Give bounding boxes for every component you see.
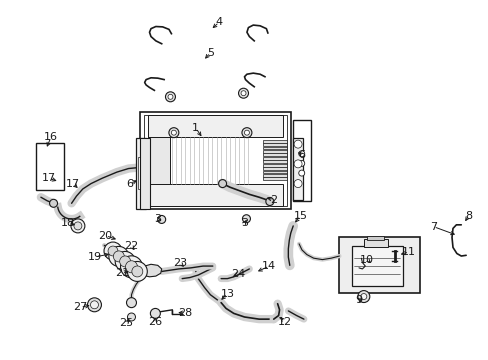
Text: 22: 22 bbox=[124, 241, 138, 251]
Polygon shape bbox=[141, 264, 162, 277]
Circle shape bbox=[167, 94, 173, 99]
Circle shape bbox=[158, 216, 165, 224]
Circle shape bbox=[87, 298, 101, 312]
Bar bbox=[140, 112, 290, 209]
Bar bbox=[263, 153, 286, 156]
Text: 21: 21 bbox=[115, 268, 128, 278]
Circle shape bbox=[242, 128, 251, 138]
Text: 17: 17 bbox=[66, 179, 80, 189]
Circle shape bbox=[108, 246, 118, 256]
Circle shape bbox=[125, 261, 137, 273]
Bar bbox=[263, 157, 286, 160]
Circle shape bbox=[49, 199, 58, 207]
Bar bbox=[147, 137, 169, 184]
Text: 24: 24 bbox=[230, 269, 245, 279]
Text: 16: 16 bbox=[44, 132, 58, 142]
Text: 6: 6 bbox=[298, 150, 305, 160]
Bar bbox=[263, 177, 286, 180]
Text: 13: 13 bbox=[220, 289, 234, 299]
Text: 18: 18 bbox=[61, 218, 75, 228]
Circle shape bbox=[293, 160, 302, 168]
Text: 8: 8 bbox=[464, 211, 471, 221]
Circle shape bbox=[126, 298, 136, 308]
Text: 3: 3 bbox=[241, 218, 247, 228]
Circle shape bbox=[244, 130, 249, 135]
Text: 25: 25 bbox=[119, 318, 133, 328]
Bar bbox=[147, 184, 282, 206]
Text: 11: 11 bbox=[401, 247, 415, 257]
Bar bbox=[263, 160, 286, 163]
Circle shape bbox=[171, 130, 176, 135]
Circle shape bbox=[71, 219, 85, 233]
Text: 27: 27 bbox=[73, 302, 87, 312]
Circle shape bbox=[120, 256, 142, 278]
Text: 10: 10 bbox=[360, 255, 373, 265]
Circle shape bbox=[242, 215, 250, 223]
Circle shape bbox=[90, 301, 98, 309]
Circle shape bbox=[298, 170, 304, 176]
Circle shape bbox=[293, 180, 302, 188]
Text: 20: 20 bbox=[99, 231, 113, 240]
Bar bbox=[351, 246, 402, 286]
Circle shape bbox=[120, 256, 130, 267]
Bar bbox=[136, 138, 146, 210]
Text: 3: 3 bbox=[154, 215, 161, 224]
Bar bbox=[263, 174, 286, 177]
Circle shape bbox=[168, 128, 179, 138]
Bar bbox=[263, 143, 286, 146]
Text: 1: 1 bbox=[192, 123, 199, 133]
Bar bbox=[147, 115, 282, 137]
Bar bbox=[140, 138, 149, 210]
Text: 28: 28 bbox=[178, 308, 192, 318]
Text: 2: 2 bbox=[269, 195, 277, 205]
Bar bbox=[366, 235, 384, 240]
Circle shape bbox=[150, 309, 160, 318]
Text: 4: 4 bbox=[215, 17, 222, 27]
Circle shape bbox=[113, 251, 124, 262]
Bar bbox=[263, 164, 286, 167]
Bar bbox=[36, 143, 64, 190]
Circle shape bbox=[127, 261, 147, 282]
Text: 6: 6 bbox=[126, 179, 133, 189]
Text: 19: 19 bbox=[87, 252, 102, 262]
Bar bbox=[263, 147, 286, 149]
Circle shape bbox=[115, 251, 135, 271]
Text: 26: 26 bbox=[147, 317, 162, 327]
Text: 12: 12 bbox=[277, 317, 291, 327]
Text: 9: 9 bbox=[355, 295, 362, 305]
Circle shape bbox=[293, 140, 302, 148]
Circle shape bbox=[265, 198, 273, 206]
Circle shape bbox=[109, 247, 128, 266]
Circle shape bbox=[241, 91, 245, 96]
Bar bbox=[339, 237, 419, 293]
Text: 14: 14 bbox=[262, 261, 276, 271]
Circle shape bbox=[357, 291, 369, 302]
Text: 23: 23 bbox=[173, 258, 187, 268]
Circle shape bbox=[298, 151, 304, 157]
Bar bbox=[143, 115, 286, 206]
Bar bbox=[263, 150, 286, 153]
Bar bbox=[263, 167, 286, 170]
Circle shape bbox=[132, 266, 142, 277]
Text: 7: 7 bbox=[429, 222, 436, 231]
Text: 15: 15 bbox=[293, 211, 307, 221]
Circle shape bbox=[74, 222, 81, 230]
Bar bbox=[363, 239, 387, 247]
Text: 5: 5 bbox=[206, 48, 213, 58]
Circle shape bbox=[104, 242, 122, 260]
Bar bbox=[293, 138, 303, 201]
Bar bbox=[263, 171, 286, 174]
Bar bbox=[292, 120, 310, 201]
Circle shape bbox=[218, 180, 226, 188]
Circle shape bbox=[127, 313, 135, 321]
Circle shape bbox=[298, 161, 304, 166]
Circle shape bbox=[165, 92, 175, 102]
Bar bbox=[138, 157, 144, 189]
Circle shape bbox=[238, 88, 248, 98]
Circle shape bbox=[360, 293, 366, 300]
Text: 17: 17 bbox=[41, 173, 56, 183]
Bar bbox=[263, 140, 286, 143]
